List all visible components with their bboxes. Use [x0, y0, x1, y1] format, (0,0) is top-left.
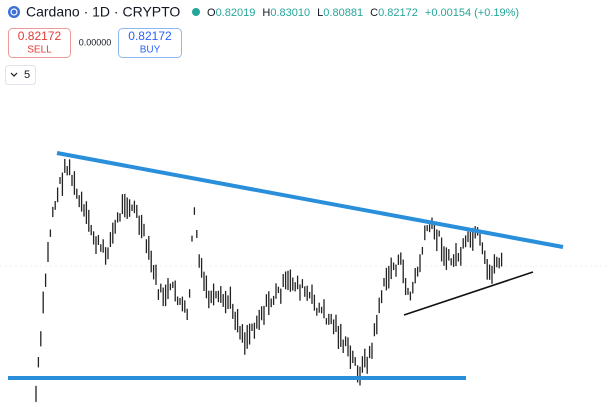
- sell-button[interactable]: [8, 28, 71, 58]
- trend-line: [403, 271, 534, 316]
- buy-price: 0.82172: [128, 29, 172, 43]
- sell-label: SELL: [27, 45, 52, 56]
- symbol[interactable]: Cardano · 1D · CRYPTO: [26, 4, 180, 20]
- buy-label: BUY: [140, 45, 161, 56]
- ohlc-value: 0.82019: [216, 7, 256, 19]
- trend-line: [56, 151, 564, 249]
- ohlc: O0.82019 H0.83010 L0.80881 C0.82172 +0.0…: [207, 7, 519, 19]
- ohlc-value: 0.82172: [378, 7, 418, 19]
- chevron-icon: [10, 72, 18, 77]
- symbol-icon: [8, 6, 20, 18]
- symbol-icon: [10, 8, 18, 16]
- sell-price: 0.82172: [18, 29, 62, 43]
- ohlc-label: L: [317, 7, 323, 19]
- ohlc-label: H: [262, 7, 270, 19]
- ohlc-value: 0.80881: [323, 7, 363, 19]
- ohlc-value: 0.83010: [270, 7, 310, 19]
- buy-button[interactable]: [118, 28, 182, 58]
- ohlc-label: C: [370, 7, 378, 19]
- spread: 0.00000: [79, 37, 112, 47]
- market-status: [192, 8, 200, 16]
- candles: [35, 158, 503, 402]
- change: +0.00154 (+0.19%): [425, 7, 519, 19]
- ohlc-label: O: [207, 7, 216, 19]
- indicator-count: 5: [24, 69, 30, 81]
- indicator-toggle[interactable]: [5, 65, 36, 85]
